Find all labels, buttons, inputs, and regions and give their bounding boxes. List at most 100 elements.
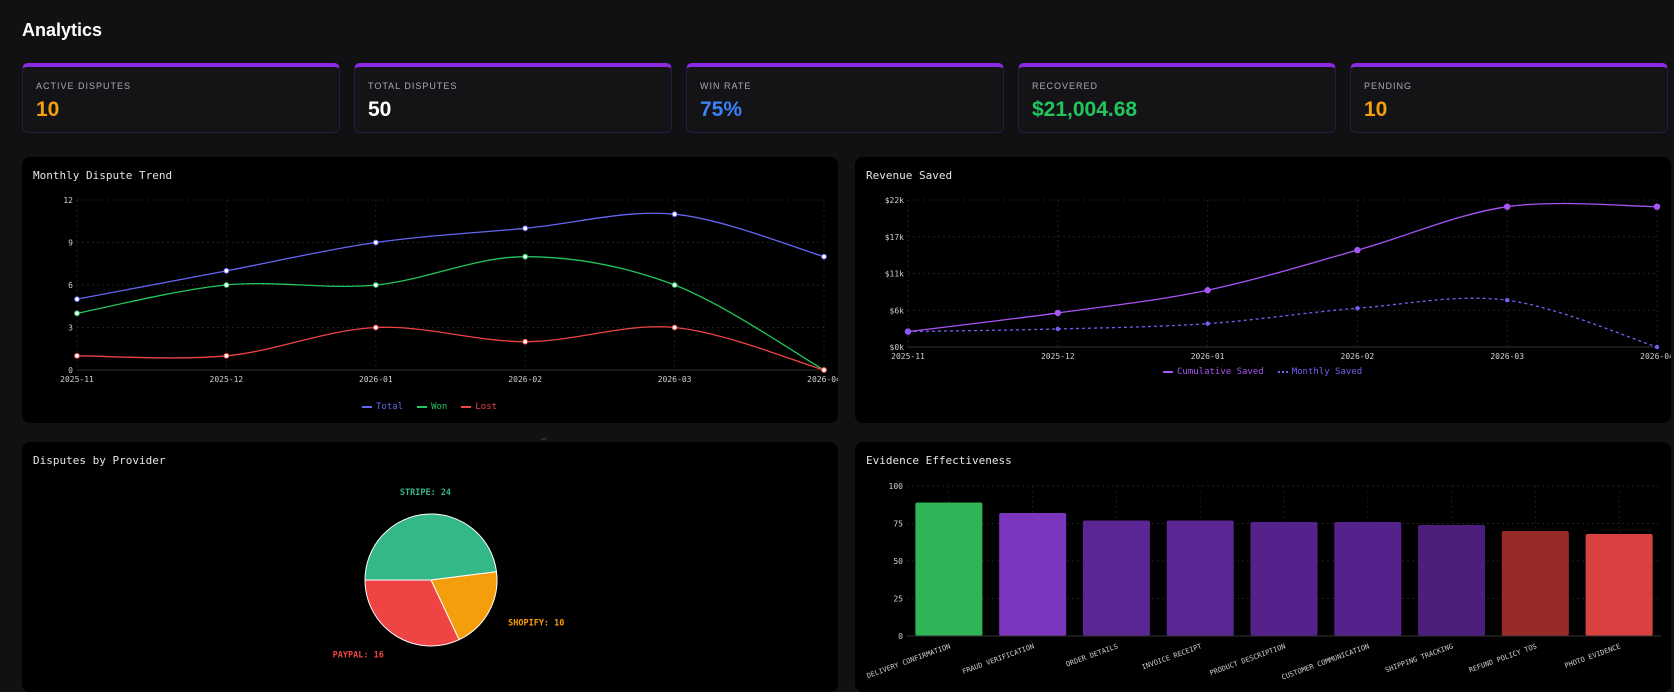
x-tick-label: 2025-11 — [60, 375, 94, 384]
kpi-label: TOTAL DISPUTES — [368, 81, 458, 91]
pie-slice — [364, 579, 460, 647]
y-tick-label: $0k — [890, 343, 905, 352]
legend-item[interactable]: Monthly Saved — [1277, 367, 1363, 377]
bar — [1250, 522, 1318, 636]
pie-slice — [364, 513, 498, 581]
page-title: Analytics — [22, 20, 103, 40]
pie-slice — [430, 571, 498, 641]
data-point — [1055, 326, 1060, 332]
kpi-label: WIN RATE — [700, 81, 752, 91]
x-tick-label: 2026-03 — [658, 375, 692, 384]
y-tick-label: $22k — [885, 196, 904, 205]
bar — [1334, 522, 1402, 636]
bar — [1501, 531, 1569, 636]
data-point — [223, 267, 230, 274]
legend-item[interactable]: Lost — [461, 402, 497, 412]
pie-label: SHOPIFY: 10 — [508, 618, 564, 628]
data-point — [74, 296, 80, 303]
series-line — [907, 202, 1658, 333]
chart-legend: Cumulative Saved Monthly Saved — [1163, 367, 1362, 377]
legend-swatch — [1277, 371, 1288, 373]
x-tick-label: 2025-12 — [210, 375, 244, 384]
pie-label: STRIPE: 24 — [400, 488, 451, 498]
data-point — [223, 282, 230, 288]
kpi-label: ACTIVE DISPUTES — [36, 81, 132, 91]
y-tick-label: 6 — [68, 281, 73, 290]
kpi-value: 10 — [36, 98, 60, 121]
data-point — [372, 324, 379, 331]
legend-swatch — [461, 406, 472, 408]
data-point — [1505, 298, 1510, 303]
evidence-effectiveness-panel: Evidence Effectiveness 0 25 50 75 100 DELIVER… — [855, 442, 1671, 692]
kpi-label: RECOVERED — [1032, 81, 1099, 91]
data-point — [223, 352, 230, 359]
x-tick-label: 2026-01 — [1191, 352, 1225, 361]
kpi-value: 50 — [368, 98, 392, 121]
disputes-by-provider-chart[interactable]: STRIPE: 24 SHOPIFY: 10 PAYPAL: 16 — [22, 442, 838, 692]
panel-title: Evidence Effectiveness — [866, 454, 1012, 467]
legend-label: Monthly Saved — [1291, 367, 1363, 377]
kpi-card-win-rate: WIN RATE 75% — [686, 63, 1004, 133]
panel-title: Monthly Dispute Trend — [33, 169, 173, 182]
data-point — [522, 253, 529, 260]
data-point — [671, 324, 678, 331]
y-tick-label: 0 — [68, 366, 73, 375]
revenue-saved-panel: Revenue Saved $0k $6k $11k $17k $22k 2025-11 2… — [855, 157, 1671, 423]
data-point — [522, 225, 529, 232]
kpi-card-total-disputes: TOTAL DISPUTES 50 — [354, 63, 672, 133]
resize-handle-icon[interactable]: ⇔ — [539, 433, 548, 443]
legend-item[interactable]: Cumulative Saved — [1163, 367, 1264, 377]
y-tick-label: $11k — [885, 270, 904, 279]
monthly-dispute-trend-panel: Monthly Dispute Trend 0 3 6 9 12 2025-11 2025-… — [22, 157, 838, 423]
y-tick-label: $17k — [885, 233, 904, 242]
x-tick-label: 2026-04 — [1640, 352, 1671, 361]
chart-legend: Total Won Lost — [362, 402, 497, 412]
data-point — [1354, 246, 1361, 254]
bar — [1418, 525, 1486, 636]
panel-title: Revenue Saved — [866, 169, 953, 182]
data-point — [1204, 287, 1211, 294]
x-tick-label: PHOTO EVIDENCE — [1564, 642, 1622, 670]
data-point — [821, 367, 827, 373]
x-tick-label: FRAUD VERIFICATION — [961, 642, 1035, 675]
x-tick-label: CUSTOMER COMMUNICATION — [1281, 642, 1371, 681]
bar — [1585, 534, 1653, 636]
data-point — [671, 282, 678, 288]
data-point — [1205, 321, 1210, 326]
y-tick-label: 50 — [893, 557, 903, 566]
series-line — [76, 256, 825, 371]
legend-item[interactable]: Total — [362, 402, 403, 412]
x-tick-label: DELIVERY CONFIRMATION — [866, 642, 952, 680]
disputes-by-provider-panel: Disputes by Provider STRIPE: 24 SHOPIFY: … — [22, 442, 838, 692]
legend-swatch — [417, 406, 428, 408]
bar — [1082, 520, 1150, 636]
series-line — [76, 326, 825, 371]
y-tick-label: 100 — [889, 482, 904, 491]
data-point — [821, 253, 827, 260]
bar — [915, 502, 983, 636]
legend-label: Lost — [475, 402, 498, 412]
evidence-effectiveness-chart[interactable]: 0 25 50 75 100 DELIVERY CONFIRMATION FRAUD VER… — [855, 442, 1671, 692]
data-point — [74, 310, 80, 317]
data-point — [905, 329, 911, 334]
data-point — [671, 211, 678, 218]
x-tick-label: 2026-04 — [807, 375, 838, 384]
y-tick-label: 0 — [898, 632, 903, 641]
revenue-saved-chart[interactable]: $0k $6k $11k $17k $22k 2025-11 2025-12 2026-01 2… — [855, 157, 1671, 423]
monthly-dispute-trend-chart[interactable]: 0 3 6 9 12 2025-11 2025-12 2026-01 2026-02 2026-0… — [22, 157, 838, 423]
legend-item[interactable]: Won — [417, 402, 447, 412]
y-tick-label: 3 — [68, 324, 73, 333]
x-tick-label: 2026-03 — [1490, 352, 1524, 361]
x-tick-label: ORDER DETAILS — [1065, 642, 1119, 668]
legend-label: Won — [431, 402, 448, 412]
y-tick-label: 25 — [893, 595, 903, 604]
legend-swatch — [362, 406, 372, 408]
data-point — [372, 282, 379, 288]
kpi-value: $21,004.68 — [1032, 98, 1138, 121]
x-tick-label: 2025-11 — [891, 352, 925, 361]
data-point — [1054, 309, 1061, 317]
data-point — [1653, 203, 1661, 210]
x-tick-label: 2026-02 — [1341, 352, 1375, 361]
y-tick-label: 75 — [893, 520, 903, 529]
bar — [1166, 520, 1234, 636]
